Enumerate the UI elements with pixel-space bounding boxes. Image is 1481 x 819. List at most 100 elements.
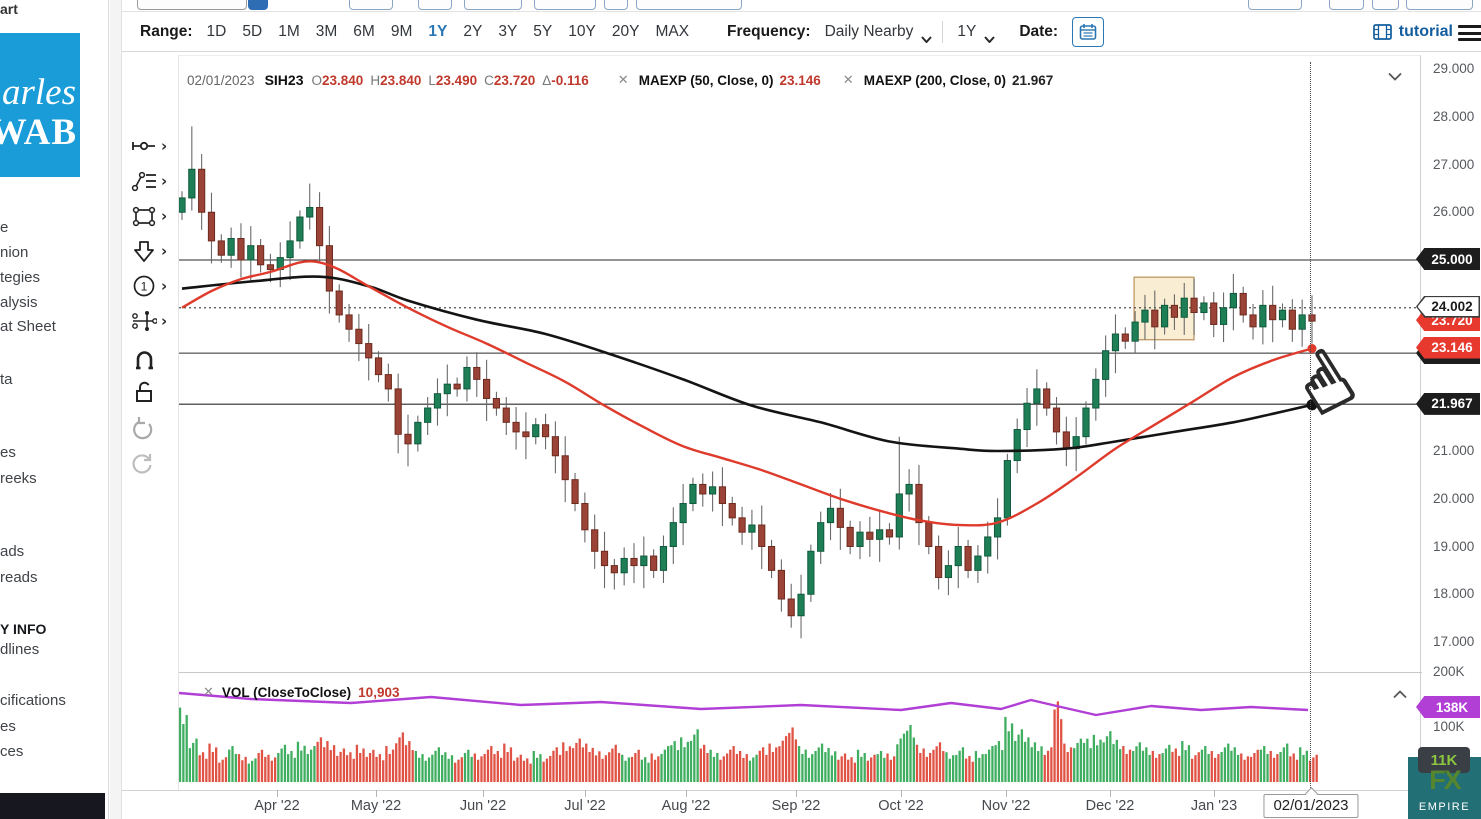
cutoff-button[interactable] <box>349 0 393 10</box>
range-option-1d[interactable]: 1D <box>206 23 227 40</box>
close-icon[interactable]: ✕ <box>203 684 214 699</box>
ma200-endpoint-dot[interactable] <box>1306 399 1318 411</box>
range-option-3y[interactable]: 3Y <box>498 23 518 40</box>
cutoff-button[interactable] <box>1372 0 1399 10</box>
sidebar-item[interactable]: nion <box>0 244 29 261</box>
sidebar-item[interactable]: ads <box>0 543 25 560</box>
range-option-max[interactable]: MAX <box>655 23 690 40</box>
range-option-2y[interactable]: 2Y <box>463 23 483 40</box>
volume-pane[interactable] <box>179 673 1422 791</box>
candle-body <box>738 517 746 533</box>
cutoff-button[interactable] <box>464 0 522 10</box>
range-option-10y[interactable]: 10Y <box>568 23 596 40</box>
candle-body <box>748 524 756 533</box>
time-axis[interactable]: 02/01/2023 Apr '22 May '22 Jun '22 Jul '22 A… <box>122 787 1481 819</box>
sidebar-item[interactable]: alysis <box>0 294 38 311</box>
unlock-tool-button[interactable] <box>131 377 177 405</box>
cutoff-button[interactable] <box>1248 0 1302 10</box>
sidebar-item[interactable]: tegies <box>0 269 41 286</box>
volume-study-line[interactable] <box>179 691 1309 717</box>
volume-bar <box>293 757 296 782</box>
range-option-1m[interactable]: 1M <box>278 23 300 40</box>
range-option-20y[interactable]: 20Y <box>611 23 640 40</box>
frequency-dropdown[interactable]: Daily Nearby <box>824 23 914 40</box>
sidebar-item[interactable]: dlines <box>0 641 40 658</box>
pane-divider[interactable] <box>179 672 1422 673</box>
price-pane[interactable] <box>179 56 1422 673</box>
sidebar-item[interactable]: ta <box>0 371 13 388</box>
cutoff-button[interactable] <box>248 0 268 10</box>
cutoff-button[interactable] <box>534 0 596 10</box>
shape-tool-button[interactable]: › <box>131 202 177 230</box>
volume-bar <box>1086 738 1089 782</box>
volume-bar <box>571 748 575 782</box>
tutorial-button[interactable]: tutorial <box>1372 13 1453 51</box>
volume-bar <box>945 752 948 782</box>
chevron-down-icon[interactable] <box>984 30 996 43</box>
close-icon[interactable]: ✕ <box>842 72 854 87</box>
cutoff-button[interactable] <box>137 0 247 10</box>
chevron-down-icon[interactable] <box>921 30 933 43</box>
price-axis[interactable]: 29.000 28.000 27.000 26.000 21.000 20.000 19.0… <box>1416 55 1481 790</box>
range-option-9m[interactable]: 9M <box>390 23 413 40</box>
volume-bar <box>1315 754 1318 782</box>
magnet-tool-button[interactable] <box>131 344 177 372</box>
trendline-tool-button[interactable]: › <box>131 167 177 195</box>
period-dropdown[interactable]: 1Y <box>957 23 977 40</box>
sidebar-item[interactable]: Y INFO <box>0 621 47 637</box>
sidebar-top-fragment[interactable]: art <box>0 1 18 17</box>
sidebar-item[interactable]: e <box>0 219 9 236</box>
measure-tool-button[interactable]: › <box>131 307 177 335</box>
fx-empire-logo: FX <box>1429 765 1461 795</box>
range-label: Range: <box>140 23 193 40</box>
expand-volume-pane-icon[interactable] <box>1393 686 1407 704</box>
volume-axis-tick: 100K <box>1433 719 1465 734</box>
volume-bar <box>853 762 857 782</box>
candle-body <box>1269 304 1277 321</box>
candle-body <box>1210 302 1218 325</box>
sidebar-item[interactable]: reads <box>0 569 38 586</box>
undo-button[interactable] <box>131 414 177 442</box>
cutoff-button[interactable] <box>636 0 742 10</box>
close-icon[interactable]: ✕ <box>617 72 629 87</box>
cutoff-button[interactable] <box>1329 0 1364 10</box>
candle-body <box>414 421 422 445</box>
sidebar-item[interactable]: es <box>0 444 16 461</box>
cutoff-button[interactable] <box>418 0 452 10</box>
sidebar-item[interactable]: ces <box>0 743 24 760</box>
chart-area[interactable]: 02/01/2023 SIH23 O 23.840 H 23.840 L 23.490… <box>178 55 1422 791</box>
volume-bar <box>418 757 421 782</box>
sidebar-item[interactable]: at Sheet <box>0 318 56 335</box>
range-option-5d[interactable]: 5D <box>242 23 263 40</box>
range-option-3m[interactable]: 3M <box>315 23 338 40</box>
date-picker-button[interactable] <box>1072 17 1105 47</box>
cutoff-button[interactable] <box>604 0 628 10</box>
number-annotation-button[interactable]: 1 › <box>131 272 177 300</box>
legend-open-prefix: O <box>311 72 323 88</box>
volume-bar <box>535 757 539 782</box>
cutoff-button[interactable] <box>1406 0 1473 10</box>
redo-button[interactable] <box>131 449 177 477</box>
ma50-line[interactable] <box>181 260 1313 527</box>
sidebar-scrollbar[interactable] <box>110 0 122 819</box>
range-option-1y[interactable]: 1Y <box>428 23 448 40</box>
sidebar-item[interactable]: cifications <box>0 692 66 709</box>
sidebar-bottom-bar <box>0 793 105 819</box>
candle-body <box>443 383 451 395</box>
annotation-tool-button[interactable]: › <box>131 132 177 160</box>
volume-bar <box>1138 742 1141 782</box>
candle-body <box>954 546 962 567</box>
menu-icon[interactable] <box>1458 25 1481 43</box>
candle-body <box>502 407 510 423</box>
ma50-endpoint-dot[interactable] <box>1307 344 1317 354</box>
volume-bar <box>919 752 922 782</box>
collapse-price-pane-icon[interactable] <box>1388 68 1402 86</box>
range-option-6m[interactable]: 6M <box>353 23 375 40</box>
arrow-down-tool-button[interactable]: › <box>131 237 177 265</box>
volume-bar <box>251 760 254 782</box>
range-option-5y[interactable]: 5Y <box>533 23 553 40</box>
sidebar-item[interactable]: reeks <box>0 470 37 487</box>
volume-bar <box>1027 737 1030 782</box>
sidebar-item[interactable]: es <box>0 718 16 735</box>
y-axis-tick: 26.000 <box>1433 204 1475 220</box>
